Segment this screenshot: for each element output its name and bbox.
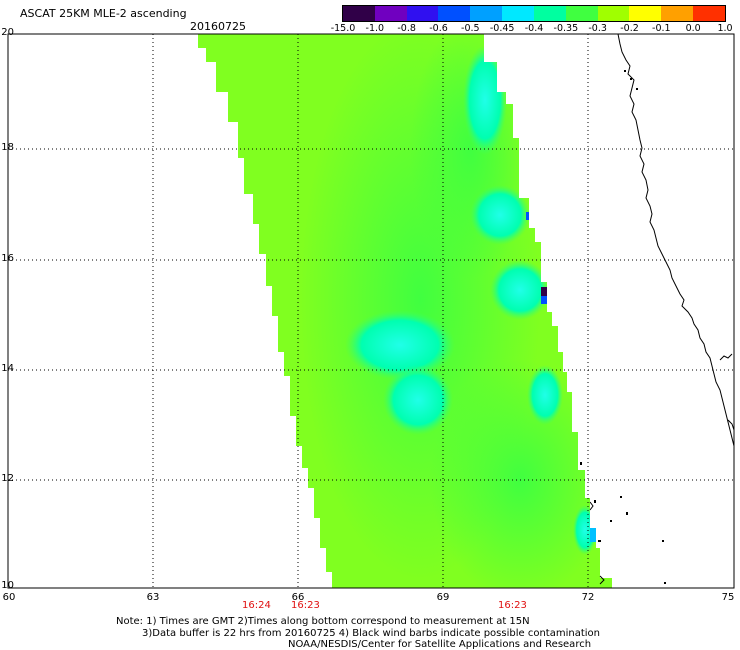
colorbar [342, 5, 726, 22]
colorbar-label: -0.2 [620, 23, 639, 34]
grid-lines [8, 34, 734, 588]
colorbar-swatch [533, 6, 566, 21]
note-line-1: Note: 1) Times are GMT 2)Times along bot… [116, 616, 530, 627]
colorbar-swatch [343, 6, 375, 21]
y-tick-label: 14 [1, 363, 14, 374]
colorbar-label: -0.35 [553, 23, 579, 34]
plot-frame [7, 33, 735, 589]
colorbar-swatch [438, 6, 471, 21]
colorbar-swatch [374, 6, 407, 21]
colorbar-label: -0.4 [524, 23, 544, 34]
note-line-3: NOAA/NESDIS/Center for Satellite Applica… [288, 639, 592, 650]
map-title: ASCAT 25KM MLE-2 ascending [20, 7, 187, 20]
colorbar-swatch [629, 6, 662, 21]
colorbar-swatch [406, 6, 439, 21]
colorbar-label: 1.0 [717, 23, 733, 34]
x-tick-label: 63 [146, 592, 160, 603]
swath-data [198, 34, 612, 588]
colorbar-swatch [502, 6, 534, 21]
y-tick-label: 16 [1, 253, 14, 264]
y-tick-label: 18 [1, 142, 14, 153]
colorbar-swatch [693, 6, 725, 21]
x-tick-label: 72 [581, 592, 595, 603]
note-line-2: 3)Data buffer is 22 hrs from 20160725 4)… [142, 628, 600, 639]
colorbar-swatch [470, 6, 503, 21]
coast-islands [580, 70, 666, 584]
map-date: 20160725 [190, 20, 246, 33]
x-tick-label: 60 [2, 592, 16, 603]
coastline [617, 33, 735, 447]
x-tick-label: 69 [436, 592, 450, 603]
colorbar-label: -0.8 [397, 23, 416, 34]
time-label: 16:24 [242, 600, 271, 611]
colorbar-label: -1.0 [365, 23, 385, 34]
wind-barbs [589, 501, 605, 585]
colorbar-label: -0.3 [588, 23, 607, 34]
colorbar-swatch [565, 6, 598, 21]
time-label: 16:23 [291, 600, 320, 611]
y-tick-label: 12 [1, 473, 14, 484]
colorbar-label: -0.5 [461, 23, 480, 34]
colorbar-swatch [597, 6, 630, 21]
y-tick-label: 10 [1, 580, 14, 591]
colorbar-swatch [661, 6, 694, 21]
colorbar-label: -0.45 [489, 23, 515, 34]
colorbar-label: -15.0 [330, 23, 356, 34]
x-tick-label: 66 [291, 592, 305, 603]
x-tick-label: 75 [721, 592, 735, 603]
colorbar-label: -0.1 [652, 23, 671, 34]
colorbar-label: -0.6 [429, 23, 448, 34]
y-tick-label: 20 [1, 27, 14, 38]
colorbar-label: 0.0 [685, 23, 701, 34]
time-label: 16:23 [498, 600, 527, 611]
